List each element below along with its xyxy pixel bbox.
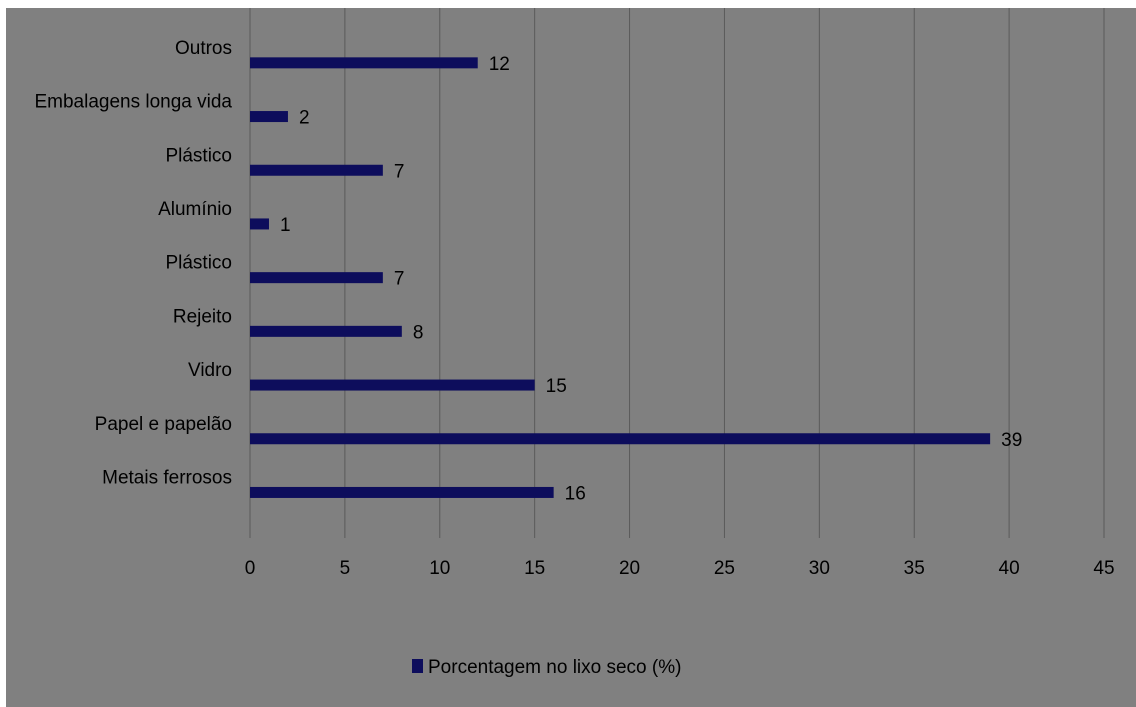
data-label: 12 <box>489 54 510 75</box>
data-label: 8 <box>413 322 424 343</box>
x-tick-label: 20 <box>619 558 640 579</box>
legend: Porcentagem no lixo seco (%) <box>412 657 681 678</box>
bars <box>250 57 991 498</box>
x-tick-label: 35 <box>904 558 925 579</box>
x-tick-label: 30 <box>809 558 830 579</box>
data-label: 7 <box>394 161 405 182</box>
legend-swatch <box>412 659 423 673</box>
data-label: 16 <box>565 483 586 504</box>
data-labels: 16 39 15 8 7 1 7 2 12 <box>280 54 1022 505</box>
bar <box>250 379 535 391</box>
x-axis-ticks: 0 5 10 15 20 25 30 35 40 45 <box>245 558 1115 579</box>
bar <box>250 325 402 337</box>
category-label: Rejeito <box>173 306 232 327</box>
x-tick-label: 5 <box>340 558 351 579</box>
x-tick-label: 40 <box>999 558 1020 579</box>
category-label: Embalagens longa vida <box>34 92 232 113</box>
bar <box>250 218 269 230</box>
bar-chart: Metais ferrosos Papel e papelão Vidro Rejei… <box>34 8 1115 678</box>
bar <box>250 111 288 123</box>
data-label: 15 <box>546 376 567 397</box>
x-tick-label: 25 <box>714 558 735 579</box>
category-label: Vidro <box>188 360 232 381</box>
data-label: 39 <box>1001 430 1022 451</box>
gridlines <box>249 8 1105 538</box>
category-label: Papel e papelão <box>95 414 232 435</box>
category-label: Alumínio <box>158 199 232 220</box>
data-label: 1 <box>280 215 291 236</box>
category-label: Metais ferrosos <box>102 467 232 488</box>
x-tick-label: 0 <box>245 558 256 579</box>
legend-label: Porcentagem no lixo seco (%) <box>428 657 681 678</box>
data-label: 7 <box>394 269 405 290</box>
category-label: Plástico <box>165 145 232 166</box>
x-tick-label: 10 <box>429 558 450 579</box>
category-label: Outros <box>175 38 232 59</box>
category-label: Plástico <box>165 253 232 274</box>
bar <box>250 272 383 284</box>
x-tick-label: 45 <box>1093 558 1114 579</box>
bar <box>250 486 554 498</box>
x-tick-label: 15 <box>524 558 545 579</box>
category-labels: Metais ferrosos Papel e papelão Vidro Rejei… <box>34 38 232 489</box>
data-label: 2 <box>299 108 310 129</box>
chart-area: Metais ferrosos Papel e papelão Vidro Rejei… <box>6 8 1136 707</box>
bar <box>250 164 383 176</box>
bar <box>250 433 991 445</box>
bar <box>250 57 478 69</box>
